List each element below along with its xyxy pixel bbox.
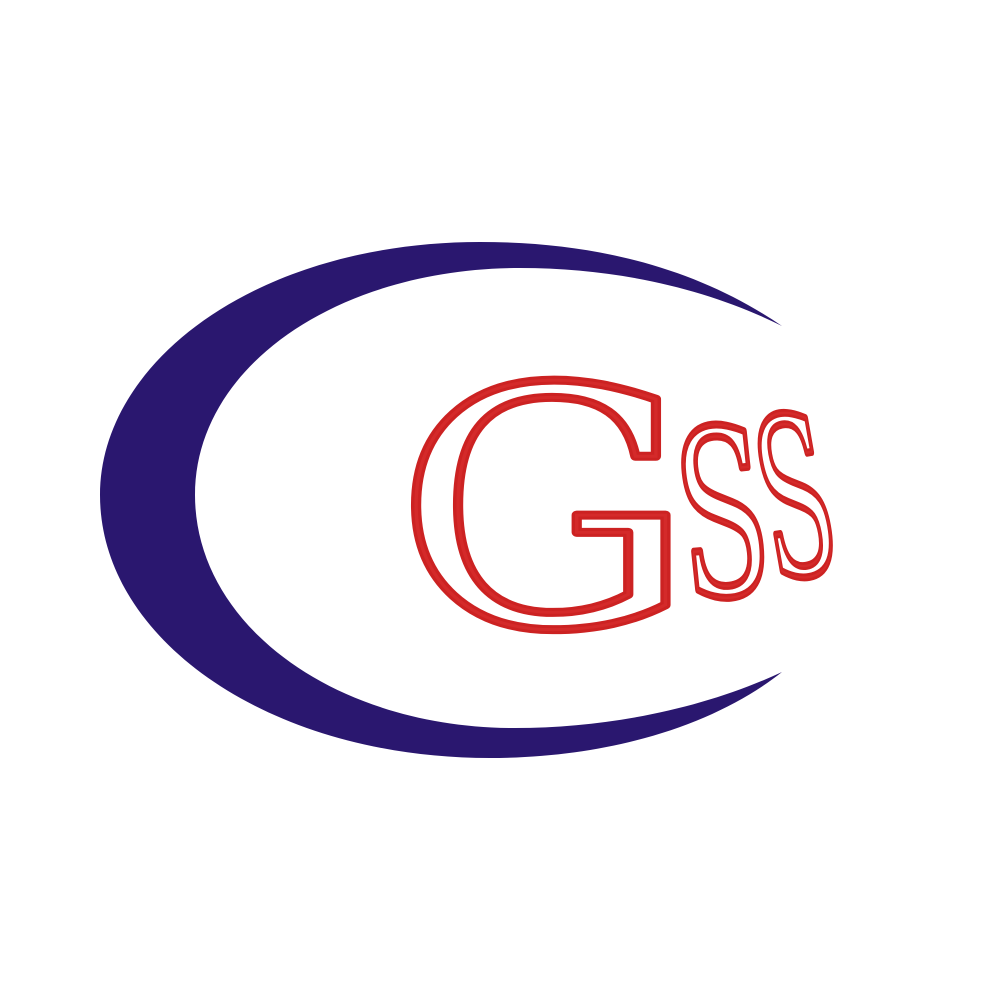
letter-g: G G [391,315,700,708]
letter-g-inner: G [395,319,695,703]
letter-g-outline: G [395,319,695,703]
crescent-swoosh-shape [100,242,782,758]
